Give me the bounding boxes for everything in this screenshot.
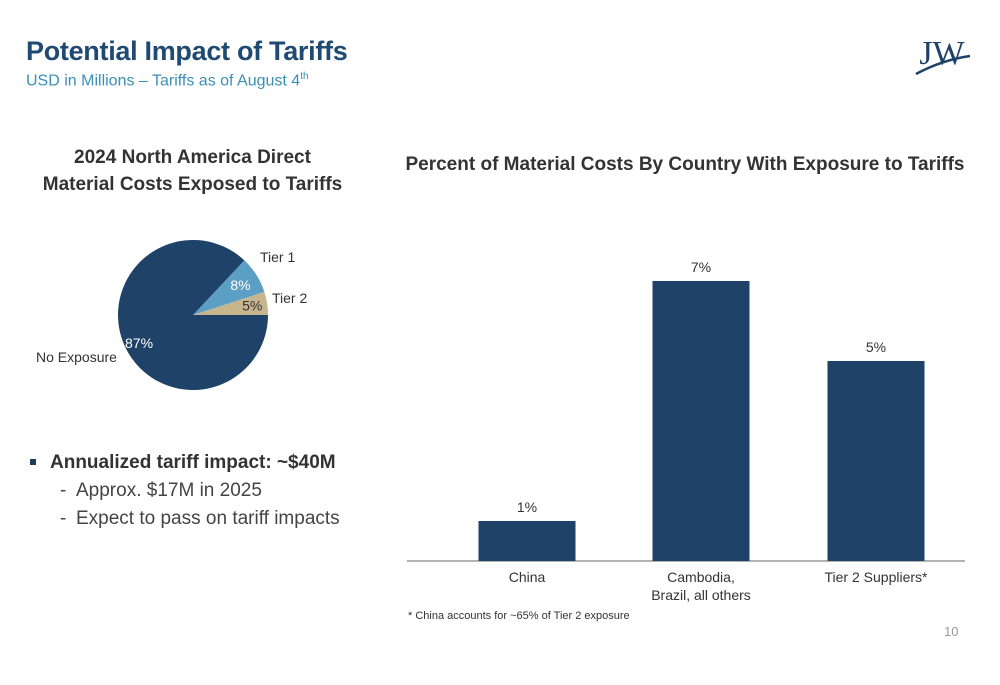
x-tick-label: Brazil, all others <box>651 587 751 603</box>
subtitle-superscript: th <box>300 71 309 82</box>
bar-chart-title: Percent of Material Costs By Country Wit… <box>405 154 965 175</box>
bullet-main: Annualized tariff impact: ~$40M <box>30 452 340 474</box>
pie-value-label: 8% <box>230 277 250 293</box>
pie-category-label: Tier 2 <box>272 290 307 306</box>
page-title: Potential Impact of Tariffs <box>26 36 348 66</box>
subtitle-text: USD in Millions – Tariffs as of August 4 <box>26 72 301 90</box>
bar <box>827 361 925 561</box>
logo-swoosh <box>915 54 971 76</box>
pie-slice <box>193 291 268 315</box>
bullet-sub: Approx. $17M in 2025 <box>30 480 340 502</box>
bar-chart: 1% China 7% Cambodia, Brazil, all others 5% Ti… <box>407 259 965 603</box>
pie-value-label: 5% <box>242 298 262 314</box>
x-tick-label: Tier 2 Suppliers* <box>825 569 929 585</box>
bullet-sub: Expect to pass on tariff impacts <box>30 508 340 530</box>
bar <box>652 281 750 561</box>
bar-value-label: 7% <box>691 259 711 275</box>
pie-slice <box>118 240 268 390</box>
x-tick-label: Cambodia, <box>667 569 735 585</box>
x-tick-label: China <box>509 569 546 585</box>
page-subtitle: USD in Millions – Tariffs as of August 4… <box>26 71 309 90</box>
jw-logo: JW <box>915 35 971 76</box>
pie-title-line2: Material Costs Exposed to Tariffs <box>42 174 343 195</box>
pie-value-label: 87% <box>125 335 153 351</box>
logo-text: JW <box>919 35 965 72</box>
pie-chart-title: 2024 North America Direct Material Costs… <box>0 144 385 198</box>
pie-chart: 8% 5% 87% Tier 1 Tier 2 No Exposure <box>36 240 307 390</box>
pie-title-line1: 2024 North America Direct <box>74 147 311 168</box>
footnote: * China accounts for ~65% of Tier 2 expo… <box>408 610 630 622</box>
pie-slice <box>193 260 265 315</box>
bar-value-label: 5% <box>866 339 886 355</box>
page-number: 10 <box>944 624 959 639</box>
pie-category-label: No Exposure <box>36 349 117 365</box>
pie-category-label: Tier 1 <box>260 249 295 265</box>
bar-value-label: 1% <box>517 499 537 515</box>
bullet-list: Annualized tariff impact: ~$40M Approx. … <box>30 452 340 530</box>
bar <box>478 521 576 561</box>
